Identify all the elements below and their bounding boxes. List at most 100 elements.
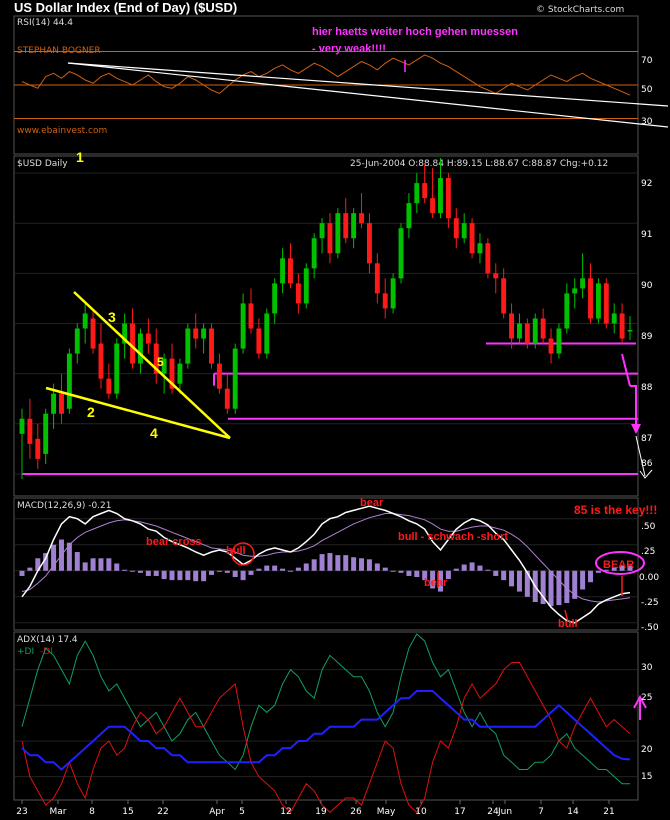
macd-panel-frame bbox=[13, 497, 639, 631]
candle-body bbox=[201, 328, 207, 339]
x-axis-label: May bbox=[377, 807, 396, 817]
x-axis-label: 14 bbox=[567, 807, 579, 817]
x-axis-label: 24 bbox=[487, 807, 499, 817]
candle-body bbox=[240, 303, 246, 349]
x-axis-label: 12 bbox=[280, 807, 291, 817]
candle-body bbox=[256, 328, 262, 354]
candle-body bbox=[359, 213, 364, 224]
price-label: $USD Daily bbox=[17, 159, 68, 169]
price-layer bbox=[14, 158, 653, 479]
macd-hist-bar bbox=[256, 568, 262, 571]
candle-body bbox=[422, 183, 428, 199]
candle-body bbox=[611, 313, 617, 324]
price-panel-frame bbox=[13, 155, 639, 497]
macd-hist-bar bbox=[627, 565, 633, 571]
x-axis-label: 23 bbox=[16, 807, 27, 817]
macd-bull-pointer bbox=[564, 609, 569, 623]
rsi-tick-30: 30 bbox=[641, 117, 653, 127]
macd-hist-bar bbox=[264, 565, 270, 571]
macd-hist-bar bbox=[240, 570, 246, 581]
macd-hist-bar bbox=[406, 570, 412, 576]
macd-bear-ellipse bbox=[595, 551, 645, 575]
candle-body bbox=[540, 318, 546, 339]
chart-title: US Dollar Index (End of Day) ($USD) bbox=[14, 0, 237, 15]
candle-body bbox=[477, 243, 483, 254]
x-axis-label: 5 bbox=[239, 807, 245, 817]
macd-hist-bar bbox=[114, 563, 120, 571]
macd-hist-bar bbox=[201, 570, 207, 582]
candle-body bbox=[122, 323, 128, 344]
wedge-upper-line bbox=[73, 291, 231, 439]
minus-di-line bbox=[21, 662, 631, 814]
candle-body bbox=[588, 278, 593, 319]
price-tick-88: 88 bbox=[641, 383, 653, 393]
candle-body bbox=[485, 243, 491, 274]
macd-hist-bar bbox=[477, 565, 483, 571]
macd-hist-bar bbox=[153, 570, 159, 576]
wave-label-1: 1 bbox=[76, 149, 84, 165]
macd-hist-bar bbox=[122, 569, 128, 571]
candle-body bbox=[106, 378, 112, 394]
x-axis-label: 19 bbox=[315, 807, 327, 817]
candle-body bbox=[66, 353, 72, 409]
macd-hist-bar bbox=[556, 570, 562, 606]
macd-hist-bar bbox=[130, 570, 136, 572]
macd-hist-bar bbox=[319, 554, 325, 571]
price-tick-91: 91 bbox=[641, 230, 652, 240]
candle-body bbox=[564, 293, 570, 329]
candle-body bbox=[580, 278, 586, 289]
adx-label: ADX(14) 17.4 bbox=[17, 635, 78, 645]
candle-body bbox=[335, 213, 341, 254]
x-axis-label: 22 bbox=[157, 807, 168, 817]
adx-tick-25: 25 bbox=[641, 693, 652, 703]
price-tick-92: 92 bbox=[641, 179, 652, 189]
website-label[interactable]: www.ebainvest.com bbox=[17, 126, 107, 136]
macd-hist-bar bbox=[366, 559, 372, 571]
macd-hist-bar bbox=[145, 570, 151, 576]
key-note: 85 is the key!!! bbox=[574, 503, 657, 517]
macd-hist-bar bbox=[216, 570, 222, 572]
macd-hist-bar bbox=[232, 570, 238, 578]
candle-body bbox=[414, 183, 420, 204]
macd-hist-bar bbox=[82, 562, 88, 571]
macd-hist-bar bbox=[422, 570, 428, 581]
candle-body bbox=[382, 293, 388, 309]
x-axis-label: Mar bbox=[50, 807, 67, 817]
wave-label-3: 3 bbox=[108, 309, 116, 325]
candle-body bbox=[406, 203, 412, 229]
candle-body bbox=[390, 278, 396, 309]
macd-hist-bar bbox=[469, 562, 475, 571]
macd-hist-bar bbox=[548, 570, 554, 607]
macd-hist-bar bbox=[327, 553, 333, 571]
candle-body bbox=[627, 330, 633, 332]
x-axis-label: 7 bbox=[538, 807, 544, 817]
macd-hist-bar bbox=[359, 558, 365, 571]
candle-body bbox=[224, 388, 230, 409]
candle-body bbox=[74, 328, 80, 354]
macd-hist-bar bbox=[461, 564, 467, 571]
macd-hist-bar bbox=[493, 570, 499, 576]
projection-arrow-1 bbox=[621, 353, 631, 387]
rsi-note-line2: - very weak!!!! bbox=[312, 43, 386, 55]
candle-body bbox=[90, 318, 96, 349]
price-tick-90: 90 bbox=[641, 281, 653, 291]
x-axis-label: 17 bbox=[454, 807, 465, 817]
candle-body bbox=[185, 328, 191, 364]
adx-tick-20: 20 bbox=[641, 745, 653, 755]
macd-hist-bar bbox=[272, 565, 278, 571]
x-axis-label: 10 bbox=[415, 807, 427, 817]
candle-body bbox=[272, 283, 278, 314]
macd-hist-bar bbox=[430, 570, 436, 589]
rsi-line bbox=[21, 54, 631, 96]
macd-hist-bar bbox=[619, 565, 625, 571]
macd-hist-bar bbox=[540, 570, 546, 605]
candle-body bbox=[145, 333, 151, 344]
brand-text[interactable]: © StockCharts.com bbox=[536, 5, 624, 15]
macd-ann-bear-caps: BEAR bbox=[603, 559, 634, 571]
macd-hist-bar bbox=[137, 570, 143, 573]
adx-line bbox=[21, 690, 631, 771]
candle-body bbox=[27, 418, 33, 444]
candle-body bbox=[517, 323, 522, 339]
candle-body bbox=[59, 393, 64, 414]
